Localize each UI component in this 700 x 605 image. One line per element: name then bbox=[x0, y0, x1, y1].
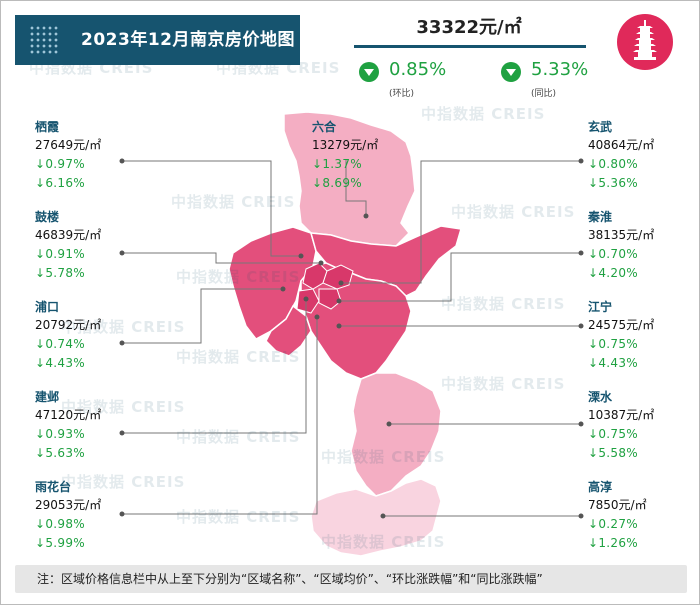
district-yoy: ↓5.63% bbox=[35, 446, 85, 460]
district-name: 高淳 bbox=[588, 480, 613, 494]
district-shape-jianye bbox=[296, 288, 320, 314]
watermark: 中指数据 CREIS bbox=[171, 193, 296, 211]
down-arrow-icon bbox=[359, 62, 379, 82]
title-banner: 2023年12月南京房价地图 bbox=[15, 15, 300, 65]
district-price: 20792元/㎡ bbox=[35, 318, 102, 332]
district-price: 40864元/㎡ bbox=[588, 138, 655, 152]
district-yoy: ↓5.36% bbox=[588, 176, 638, 190]
average-price: 33322元/㎡ bbox=[416, 17, 522, 38]
mom-value: 0.85% bbox=[389, 59, 447, 80]
district-name: 江宁 bbox=[588, 300, 613, 314]
pagoda-icon bbox=[617, 14, 673, 70]
district-shape-pukou bbox=[228, 226, 317, 340]
district-card-gaochun: 高淳 7850元/㎡ ↓0.27% ↓1.26% bbox=[588, 479, 699, 553]
watermark: 中指数据 CREIS bbox=[321, 533, 446, 551]
yoy-value: 5.33% bbox=[531, 59, 589, 80]
district-mom: ↓0.98% bbox=[35, 517, 85, 531]
district-name: 溧水 bbox=[588, 390, 613, 404]
district-card-xuanwu: 玄武 40864元/㎡ ↓0.80% ↓5.36% bbox=[588, 119, 699, 193]
watermark: 中指数据 CREIS bbox=[61, 398, 186, 416]
district-shape-lishui bbox=[350, 372, 442, 497]
district-mom: ↓0.75% bbox=[588, 337, 638, 351]
district-price: 47120元/㎡ bbox=[35, 408, 102, 422]
district-mom: ↓0.27% bbox=[588, 517, 638, 531]
district-name: 栖霞 bbox=[35, 120, 60, 134]
header-divider bbox=[354, 45, 586, 48]
yoy-label: (同比) bbox=[531, 89, 557, 99]
district-name: 秦淮 bbox=[588, 210, 613, 224]
district-card-luhe: 六合 13279元/㎡ ↓1.37% ↓8.69% bbox=[312, 119, 452, 193]
district-card-gulou: 鼓楼 46839元/㎡ ↓0.91% ↓5.78% bbox=[35, 209, 175, 283]
watermark: 中指数据 CREIS bbox=[441, 375, 566, 393]
district-name: 建邺 bbox=[35, 390, 60, 404]
district-yoy: ↓5.58% bbox=[588, 446, 638, 460]
district-card-qinhuai: 秦淮 38135元/㎡ ↓0.70% ↓4.20% bbox=[588, 209, 699, 283]
district-price: 10387元/㎡ bbox=[588, 408, 655, 422]
watermark: 中指数据 CREIS bbox=[441, 295, 566, 313]
district-card-pukou: 浦口 20792元/㎡ ↓0.74% ↓4.43% bbox=[35, 299, 175, 373]
district-card-yuhuatai: 雨花台 29053元/㎡ ↓0.98% ↓5.99% bbox=[35, 479, 175, 553]
district-shape-yuhuatai bbox=[265, 304, 312, 357]
district-mom: ↓1.37% bbox=[312, 157, 362, 171]
district-yoy: ↓4.43% bbox=[35, 356, 85, 370]
district-yoy: ↓8.69% bbox=[312, 176, 362, 190]
district-card-jiangning: 江宁 24575元/㎡ ↓0.75% ↓4.43% bbox=[588, 299, 699, 373]
district-yoy: ↓6.16% bbox=[35, 176, 85, 190]
district-shape-gaochun bbox=[310, 478, 442, 557]
district-yoy: ↓1.26% bbox=[588, 536, 638, 550]
district-card-jianye: 建邺 47120元/㎡ ↓0.93% ↓5.63% bbox=[35, 389, 175, 463]
watermark: 中指数据 CREIS bbox=[451, 203, 576, 221]
district-name: 浦口 bbox=[35, 300, 60, 314]
district-card-lishui: 溧水 10387元/㎡ ↓0.75% ↓5.58% bbox=[588, 389, 699, 463]
district-yoy: ↓5.78% bbox=[35, 266, 85, 280]
district-name: 雨花台 bbox=[35, 480, 72, 494]
district-mom: ↓0.70% bbox=[588, 247, 638, 261]
district-price: 46839元/㎡ bbox=[35, 228, 102, 242]
district-shape-qinhuai bbox=[318, 288, 342, 310]
watermark: 中指数据 CREIS bbox=[176, 428, 301, 446]
district-name: 六合 bbox=[312, 120, 337, 134]
district-mom: ↓0.74% bbox=[35, 337, 85, 351]
page-title: 2023年12月南京房价地图 bbox=[81, 30, 295, 50]
district-card-qixia: 栖霞 27649元/㎡ ↓0.97% ↓6.16% bbox=[35, 119, 175, 193]
watermark: 中指数据 CREIS bbox=[176, 268, 301, 286]
watermark: 中指数据 CREIS bbox=[29, 59, 154, 77]
district-name: 鼓楼 bbox=[35, 210, 60, 224]
footnote: 注：区域价格信息栏中从上至下分别为“区域名称”、“区域均价”、“环比涨跌幅”和“… bbox=[15, 565, 687, 593]
district-price: 24575元/㎡ bbox=[588, 318, 655, 332]
mom-label: (环比) bbox=[389, 89, 415, 99]
district-price: 13279元/㎡ bbox=[312, 138, 379, 152]
watermark: 中指数据 CREIS bbox=[176, 348, 301, 366]
district-mom: ↓0.93% bbox=[35, 427, 85, 441]
district-yoy: ↓5.99% bbox=[35, 536, 85, 550]
district-mom: ↓0.97% bbox=[35, 157, 85, 171]
watermark: 中指数据 CREIS bbox=[176, 508, 301, 526]
district-mom: ↓0.75% bbox=[588, 427, 638, 441]
district-price: 38135元/㎡ bbox=[588, 228, 655, 242]
district-mom: ↓0.80% bbox=[588, 157, 638, 171]
watermark: 中指数据 CREIS bbox=[421, 105, 546, 123]
watermark: 中指数据 CREIS bbox=[321, 448, 446, 466]
district-price: 27649元/㎡ bbox=[35, 138, 102, 152]
dot-grid-decoration bbox=[29, 25, 59, 55]
watermark: 中指数据 CREIS bbox=[216, 59, 341, 77]
district-shape-luhe bbox=[283, 111, 416, 247]
district-price: 7850元/㎡ bbox=[588, 498, 647, 512]
district-mom: ↓0.91% bbox=[35, 247, 85, 261]
district-name: 玄武 bbox=[588, 120, 613, 134]
district-price: 29053元/㎡ bbox=[35, 498, 102, 512]
down-arrow-icon bbox=[501, 62, 521, 82]
watermark: 中指数据 CREIS bbox=[61, 318, 186, 336]
district-yoy: ↓4.43% bbox=[588, 356, 638, 370]
district-yoy: ↓4.20% bbox=[588, 266, 638, 280]
watermark: 中指数据 CREIS bbox=[61, 473, 186, 491]
